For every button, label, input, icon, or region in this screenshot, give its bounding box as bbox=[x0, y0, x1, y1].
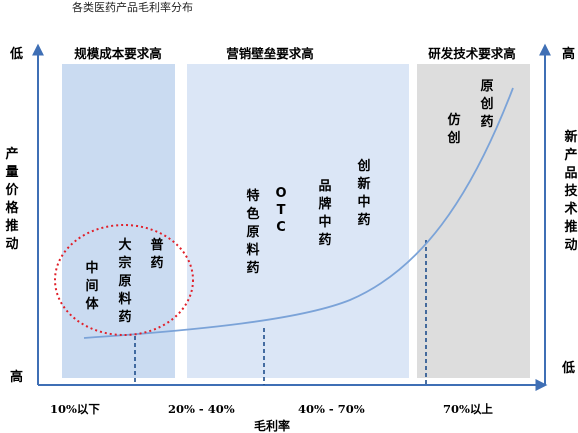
x-tick-3: 40% - 70% bbox=[298, 402, 365, 416]
right-axis-top: 高 bbox=[562, 46, 575, 62]
product-pinpai: 品牌中药 bbox=[318, 179, 331, 248]
chart-title: 各类医药产品毛利率分布 bbox=[72, 0, 193, 14]
left-axis-label-text: 产量价格推动 bbox=[5, 146, 19, 252]
right-axis-label-text: 新产品技术推动 bbox=[563, 129, 578, 253]
x-tick-4: 70%以上 bbox=[443, 402, 493, 416]
commodity-circle bbox=[54, 224, 194, 336]
product-puyao: 普药 bbox=[150, 237, 163, 271]
product-zhongjianti: 中间体 bbox=[85, 260, 99, 312]
left-axis-top: 低 bbox=[9, 46, 23, 62]
zone-scale: 规模成本要求高 bbox=[62, 44, 175, 378]
product-dazong: 大宗原料药 bbox=[118, 237, 131, 325]
growth-curve bbox=[83, 87, 514, 339]
product-tese: 特色原料药 bbox=[246, 188, 259, 276]
zone-rnd-label: 研发技术要求高 bbox=[428, 46, 516, 61]
zone-marketing-label: 营销壁垒要求高 bbox=[226, 46, 314, 61]
zone-marketing: 营销壁垒要求高 bbox=[187, 46, 409, 378]
left-axis-bottom: 高 bbox=[10, 369, 23, 385]
product-labels: 中间体 大宗原料药 普药 特色原料药 O T C 品牌中药 创新中药 仿创 原创药 bbox=[85, 79, 493, 325]
product-yuanchuang: 原创药 bbox=[479, 79, 493, 130]
x-axis-name: 毛利率 bbox=[254, 418, 290, 433]
zone-scale-label: 规模成本要求高 bbox=[74, 46, 162, 61]
x-tick-1: 10%以下 bbox=[50, 402, 100, 416]
product-fangchuang: 仿创 bbox=[446, 112, 460, 146]
right-axis-label: 新产品技术推动 bbox=[563, 129, 578, 253]
x-tick-2: 20% - 40% bbox=[168, 402, 235, 416]
zone-rnd: 研发技术要求高 bbox=[417, 46, 530, 378]
right-axis-bottom: 低 bbox=[561, 360, 575, 376]
left-axis-label: 产量价格推动 bbox=[5, 146, 19, 252]
product-chuangxin-zhongyao: 创新中药 bbox=[356, 158, 370, 228]
